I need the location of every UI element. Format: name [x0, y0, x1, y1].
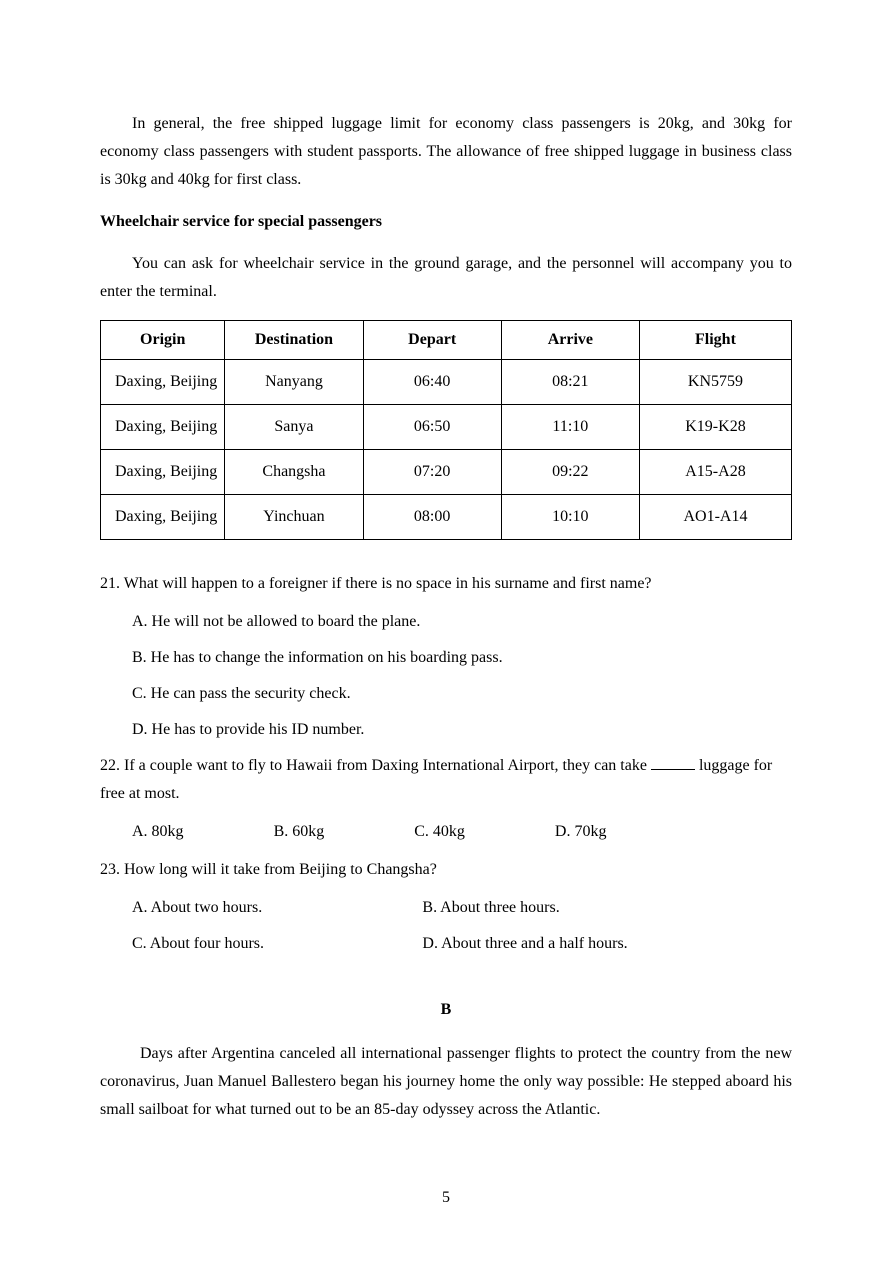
table-cell: 07:20: [363, 450, 501, 495]
table-cell: Daxing, Beijing: [101, 405, 225, 450]
table-cell: Changsha: [225, 450, 363, 495]
table-cell: 08:00: [363, 495, 501, 540]
paragraph-wheelchair: You can ask for wheelchair service in th…: [100, 250, 792, 306]
table-cell: Daxing, Beijing: [101, 360, 225, 405]
table-cell: 10:10: [501, 495, 639, 540]
q21-choice-b: B. He has to change the information on h…: [132, 644, 792, 672]
table-cell: Daxing, Beijing: [101, 450, 225, 495]
heading-wheelchair: Wheelchair service for special passenger…: [100, 208, 792, 236]
question-23-stem: 23. How long will it take from Beijing t…: [100, 856, 792, 884]
th-origin: Origin: [101, 321, 225, 360]
table-row: Daxing, BeijingSanya06:5011:10K19-K28: [101, 405, 792, 450]
table-cell: Nanyang: [225, 360, 363, 405]
question-22-stem: 22. If a couple want to fly to Hawaii fr…: [100, 752, 792, 808]
q23-choice-a: A. About two hours.: [132, 894, 422, 922]
paragraph-luggage: In general, the free shipped luggage lim…: [100, 110, 792, 194]
table-cell: Sanya: [225, 405, 363, 450]
table-cell: 11:10: [501, 405, 639, 450]
table-cell: K19-K28: [639, 405, 791, 450]
q23-choice-c: C. About four hours.: [132, 930, 422, 958]
q23-choice-b: B. About three hours.: [422, 894, 712, 922]
table-cell: KN5759: [639, 360, 791, 405]
q21-choice-d: D. He has to provide his ID number.: [132, 716, 792, 744]
question-21-choices: A. He will not be allowed to board the p…: [100, 608, 792, 744]
question-23-choices: A. About two hours. B. About three hours…: [100, 894, 792, 966]
q22-blank: [651, 755, 695, 770]
q21-choice-a: A. He will not be allowed to board the p…: [132, 608, 792, 636]
table-header-row: Origin Destination Depart Arrive Flight: [101, 321, 792, 360]
question-22-choices: A. 80kg B. 60kg C. 40kg D. 70kg: [100, 818, 792, 846]
table-cell: Daxing, Beijing: [101, 495, 225, 540]
flight-schedule-table: Origin Destination Depart Arrive Flight …: [100, 320, 792, 540]
q22-stem-pre: 22. If a couple want to fly to Hawaii fr…: [100, 757, 651, 774]
th-arrive: Arrive: [501, 321, 639, 360]
question-21-stem: 21. What will happen to a foreigner if t…: [100, 570, 792, 598]
th-destination: Destination: [225, 321, 363, 360]
q22-choice-a: A. 80kg: [132, 818, 184, 846]
table-cell: 06:40: [363, 360, 501, 405]
q23-choice-d: D. About three and a half hours.: [422, 930, 712, 958]
table-row: Daxing, BeijingYinchuan08:0010:10AO1-A14: [101, 495, 792, 540]
q22-choice-d: D. 70kg: [555, 818, 607, 846]
table-cell: 09:22: [501, 450, 639, 495]
page-container: In general, the free shipped luggage lim…: [0, 0, 892, 1262]
table-cell: A15-A28: [639, 450, 791, 495]
table-cell: 08:21: [501, 360, 639, 405]
q22-choice-b: B. 60kg: [274, 818, 325, 846]
table-cell: AO1-A14: [639, 495, 791, 540]
table-cell: 06:50: [363, 405, 501, 450]
th-flight: Flight: [639, 321, 791, 360]
passage-b-paragraph: Days after Argentina canceled all intern…: [100, 1040, 792, 1124]
section-b-label: B: [100, 996, 792, 1024]
table-row: Daxing, BeijingChangsha07:2009:22A15-A28: [101, 450, 792, 495]
table-row: Daxing, BeijingNanyang06:4008:21KN5759: [101, 360, 792, 405]
table-cell: Yinchuan: [225, 495, 363, 540]
q22-choice-c: C. 40kg: [414, 818, 465, 846]
q21-choice-c: C. He can pass the security check.: [132, 680, 792, 708]
table-body: Daxing, BeijingNanyang06:4008:21KN5759Da…: [101, 360, 792, 540]
page-number: 5: [0, 1184, 892, 1212]
th-depart: Depart: [363, 321, 501, 360]
